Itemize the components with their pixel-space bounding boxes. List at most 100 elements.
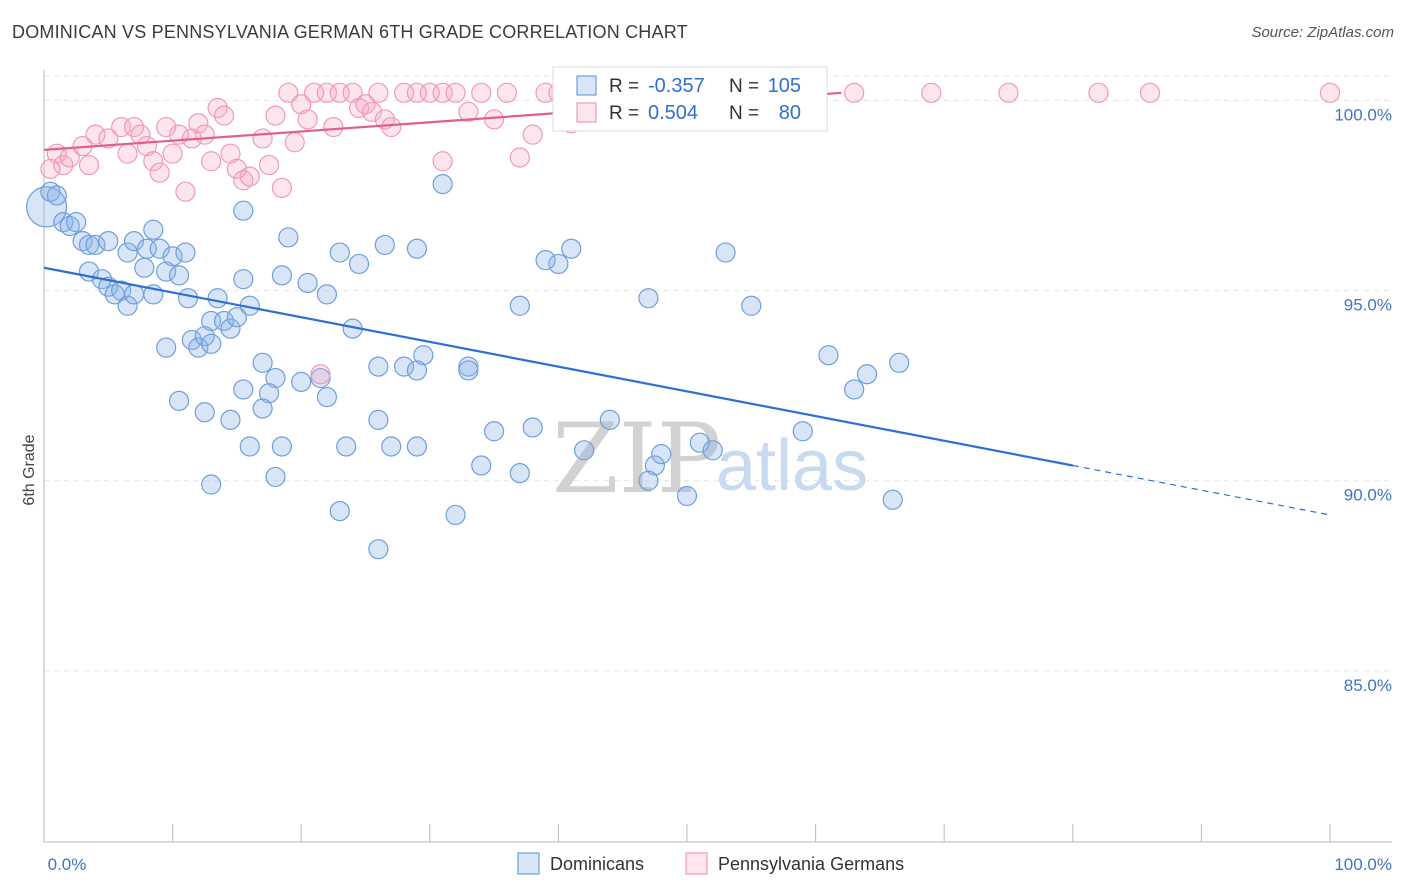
dominican-point	[329, 242, 350, 263]
pa-german-point	[844, 82, 865, 103]
dominican-point	[201, 333, 222, 354]
pa-german-point	[484, 109, 505, 130]
dominican-point	[252, 398, 273, 419]
dominican-point	[134, 257, 155, 278]
r-label: R =	[609, 103, 639, 124]
dominican-point	[561, 238, 582, 259]
pa-german-point	[156, 116, 177, 138]
pa-german-point	[1139, 82, 1161, 103]
dominican-point	[316, 284, 338, 305]
dominican-point	[278, 227, 299, 248]
y-tick-label: 85.0%	[1344, 676, 1392, 695]
legend-label-dominicans: Dominicans	[550, 854, 644, 874]
dominican-point	[168, 390, 190, 411]
dominican-point	[252, 352, 273, 373]
dominican-point	[78, 234, 100, 256]
pa-german-point	[323, 116, 344, 138]
y-tick-label: 100.0%	[1334, 105, 1392, 124]
n-label: N =	[729, 76, 759, 97]
pa-german-point	[381, 116, 402, 138]
chart-title: DOMINICAN VS PENNSYLVANIA GERMAN 6TH GRA…	[12, 22, 688, 42]
pa-german-point	[188, 113, 209, 134]
pa-german-point	[143, 151, 164, 172]
pa-german-point	[98, 128, 119, 149]
dominican-point	[535, 250, 556, 271]
dominican-point	[46, 185, 67, 206]
dominican-point	[111, 280, 132, 301]
dominican-point	[220, 318, 241, 339]
dominican-point	[856, 364, 878, 385]
x-tick-label-min: 0.0%	[48, 855, 87, 874]
dominican-point	[889, 352, 910, 373]
dominican-point	[638, 470, 659, 491]
series-legend: Dominicans Pennsylvania Germans	[517, 852, 904, 875]
dominican-point	[644, 455, 665, 476]
dominican-point	[882, 489, 903, 510]
pa-german-point	[921, 82, 942, 103]
pa-german-point	[117, 143, 138, 164]
pa-german-point	[162, 143, 183, 164]
dominican-point	[149, 238, 170, 259]
dominican-point	[175, 242, 196, 263]
dominican-point	[638, 288, 659, 309]
dominican-point	[66, 212, 87, 233]
dominican-point	[368, 539, 389, 560]
n-value: 80	[779, 102, 801, 124]
pa-german-point	[1319, 82, 1341, 103]
dominican-point	[458, 360, 479, 381]
pa-german-point	[310, 364, 331, 385]
dominican-point	[445, 504, 466, 526]
dominican-point	[233, 379, 254, 400]
dominican-point	[368, 356, 389, 377]
dominican-swatch	[576, 75, 597, 96]
pa-german-point	[194, 124, 215, 145]
dominican-point	[123, 231, 145, 252]
pa-german-point	[284, 132, 305, 153]
dominican-point	[233, 269, 254, 290]
dominican-point	[316, 386, 338, 408]
data-points	[25, 82, 1341, 560]
legend-label-pa-germans: Pennsylvania Germans	[718, 854, 904, 874]
pa-german-point	[130, 124, 151, 145]
dominican-point	[117, 242, 138, 263]
pa-german-point	[342, 82, 363, 103]
r-label: R =	[609, 76, 639, 97]
dominican-point	[271, 265, 293, 286]
n-value: 105	[768, 75, 801, 97]
dominican-point	[117, 295, 138, 316]
dominican-point	[393, 356, 415, 377]
dominican-point	[177, 288, 199, 309]
dominican-point	[265, 367, 286, 389]
pa-german-point	[271, 177, 293, 198]
pa-german-point	[149, 162, 170, 183]
dominican-point	[72, 231, 93, 252]
dominican-trend-extension	[1072, 464, 1331, 516]
pa-german-point	[258, 154, 280, 176]
pa-german-point	[201, 151, 222, 172]
dominican-point	[265, 466, 286, 488]
dominican-point	[40, 181, 61, 202]
dominican-point	[143, 219, 164, 240]
pa-german-point	[291, 94, 312, 115]
dominican-point	[406, 360, 428, 381]
pa-german-point	[361, 101, 383, 122]
pa-german-point	[471, 82, 492, 103]
dominican-point	[85, 234, 106, 256]
source-label: Source: ZipAtlas.com	[1251, 24, 1394, 41]
x-tick-label-max: 100.0%	[1334, 855, 1392, 874]
dominican-point	[689, 432, 710, 453]
r-value: 0.504	[648, 102, 698, 124]
pa-german-point	[175, 181, 196, 202]
y-tick-label: 95.0%	[1344, 296, 1392, 315]
dominican-point	[59, 215, 80, 237]
pa-german-point	[239, 166, 260, 187]
pa-german-point	[85, 124, 106, 145]
dominican-point	[271, 436, 293, 457]
dominican-point	[471, 455, 492, 476]
dominican-point	[484, 421, 505, 442]
r-value: -0.357	[648, 75, 705, 97]
stats-box	[552, 66, 828, 132]
dominican-point	[207, 288, 228, 309]
dominican-point	[239, 436, 260, 457]
